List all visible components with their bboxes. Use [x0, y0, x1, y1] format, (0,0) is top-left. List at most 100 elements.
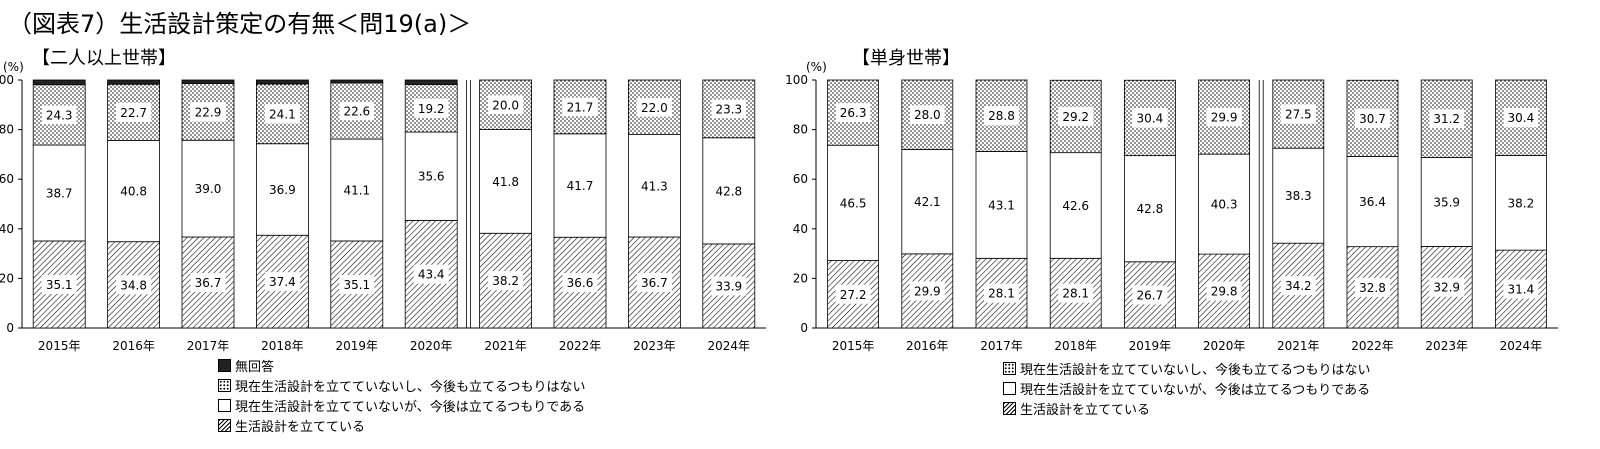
bar-segment: [1495, 154, 1547, 251]
data-label-bg: [1503, 108, 1539, 128]
legend-item-will-plan: 現在生活設計を立てていないが、今後は立てるつもりである: [1003, 378, 1370, 398]
legend-swatch-white: [1003, 381, 1016, 395]
data-label: 22.9: [195, 105, 222, 119]
data-label: 29.2: [1062, 110, 1089, 124]
bar-segment: [479, 129, 533, 234]
bar-segment: [255, 79, 309, 85]
data-label: 35.6: [418, 170, 445, 184]
data-label: 24.3: [46, 108, 73, 122]
data-label-bg: [488, 271, 524, 291]
data-label: 22.0: [641, 101, 668, 115]
data-label: 35.9: [1433, 195, 1460, 209]
bar-segment: [330, 79, 384, 84]
bar-segment: [628, 134, 681, 238]
data-label: 21.7: [567, 100, 594, 114]
y-tick-label: 40: [793, 222, 808, 236]
data-label-bg: [1206, 281, 1242, 301]
bar-segment: [1420, 156, 1473, 247]
x-tick-label: 2019年: [1129, 339, 1172, 353]
data-label: 36.7: [195, 276, 222, 290]
bar-segment: [1198, 153, 1250, 255]
panel-title-multi-person: 【二人以上世帯】: [32, 48, 176, 69]
bar-segment: [1272, 147, 1325, 244]
y-tick-label: 60: [0, 172, 14, 186]
data-label: 36.4: [1359, 195, 1386, 209]
data-label: 39.0: [195, 182, 222, 196]
legend-label: 現在生活設計を立てていないが、今後は立てるつもりである: [1020, 382, 1371, 398]
x-tick-label: 2015年: [38, 339, 81, 353]
data-label: 27.2: [840, 288, 867, 302]
data-label: 41.3: [641, 179, 668, 193]
chart-panel-1: (%) 0 20 40 60 80 100 27.2 46.5 26.3 2015年 29.9 42.1…: [785, 60, 1558, 353]
legend-swatch-hatch: [1003, 401, 1016, 415]
legend-swatch-solid: [218, 358, 231, 372]
bar-segment: [32, 144, 86, 242]
legend-label: 現在生活設計を立てていないし、今後も立てるつもりはない: [235, 379, 586, 395]
data-label-bg: [116, 102, 152, 122]
x-tick-label: 2020年: [1203, 339, 1246, 353]
legend-label: 生活設計を立てている: [235, 419, 366, 435]
legend-item-will-plan: 現在生活設計を立てていないが、今後は立てるつもりである: [218, 395, 585, 415]
x-tick-label: 2022年: [559, 339, 602, 353]
data-label-bg: [264, 104, 300, 124]
data-label: 26.3: [840, 106, 867, 120]
data-label: 38.3: [1285, 189, 1312, 203]
x-tick-label: 2018年: [261, 339, 304, 353]
data-label: 38.2: [492, 274, 519, 288]
data-label: 36.7: [641, 276, 668, 290]
data-label-bg: [1206, 107, 1242, 127]
x-tick-label: 2024年: [1500, 339, 1543, 353]
x-tick-label: 2018年: [1054, 339, 1097, 353]
data-label: 22.7: [120, 106, 147, 120]
data-label: 26.7: [1137, 288, 1164, 302]
data-label-bg: [1429, 109, 1465, 129]
data-label: 43.4: [418, 268, 445, 282]
bar-segment: [404, 79, 458, 85]
data-label-bg: [562, 273, 598, 293]
x-tick-label: 2020年: [410, 339, 453, 353]
data-label: 35.1: [343, 278, 370, 292]
legend-item-no-answer: 無回答: [218, 355, 585, 375]
data-label-bg: [909, 281, 945, 301]
data-label-bg: [41, 105, 77, 125]
y-tick-label: 80: [793, 123, 808, 137]
data-label: 42.8: [1137, 202, 1164, 216]
data-label: 20.0: [492, 98, 519, 112]
data-label: 31.4: [1508, 283, 1535, 297]
data-label: 33.9: [715, 279, 742, 293]
data-label: 30.4: [1137, 111, 1164, 125]
figure-title: （図表7）生活設計策定の有無＜問19(a)＞: [8, 10, 472, 38]
legend-item-no-plan: 現在生活設計を立てていないし、今後も立てるつもりはない: [1003, 358, 1370, 378]
y-tick-label: 0: [800, 321, 808, 335]
bar-segment: [901, 149, 954, 255]
legend-swatch-dots: [218, 378, 231, 392]
data-label-bg: [711, 99, 747, 119]
data-label-bg: [1058, 283, 1094, 303]
data-label-bg: [41, 274, 77, 294]
data-label: 29.9: [914, 284, 941, 298]
bar-segment: [181, 79, 235, 84]
x-tick-label: 2021年: [1277, 339, 1320, 353]
data-label-bg: [835, 284, 871, 304]
x-tick-label: 2015年: [832, 339, 875, 353]
data-label: 41.1: [343, 183, 370, 197]
data-label-bg: [190, 102, 226, 122]
data-label: 32.9: [1433, 281, 1460, 295]
data-label: 41.8: [492, 175, 519, 189]
data-label: 35.1: [46, 278, 73, 292]
chart-panel-0: (%) 0 20 40 60 80 100 35.1 38.7 24.3 2015年 34.8 40.8…: [0, 60, 766, 353]
bar-segment: [1049, 152, 1102, 259]
x-tick-label: 2023年: [1425, 339, 1468, 353]
data-label-bg: [984, 106, 1019, 126]
data-label: 40.8: [120, 185, 147, 199]
data-label-bg: [116, 275, 152, 295]
x-tick-label: 2021年: [484, 339, 527, 353]
data-label: 43.1: [988, 198, 1015, 212]
legend-label: 生活設計を立てている: [1020, 402, 1151, 418]
x-tick-label: 2019年: [336, 339, 379, 353]
legend-item-has-plan: 生活設計を立てている: [1003, 398, 1370, 418]
legend-multi-person: 無回答 現在生活設計を立てていないし、今後も立てるつもりはない 現在生活設計を立…: [218, 355, 585, 435]
legend-swatch-dots: [1003, 361, 1016, 375]
data-label: 41.7: [567, 179, 594, 193]
